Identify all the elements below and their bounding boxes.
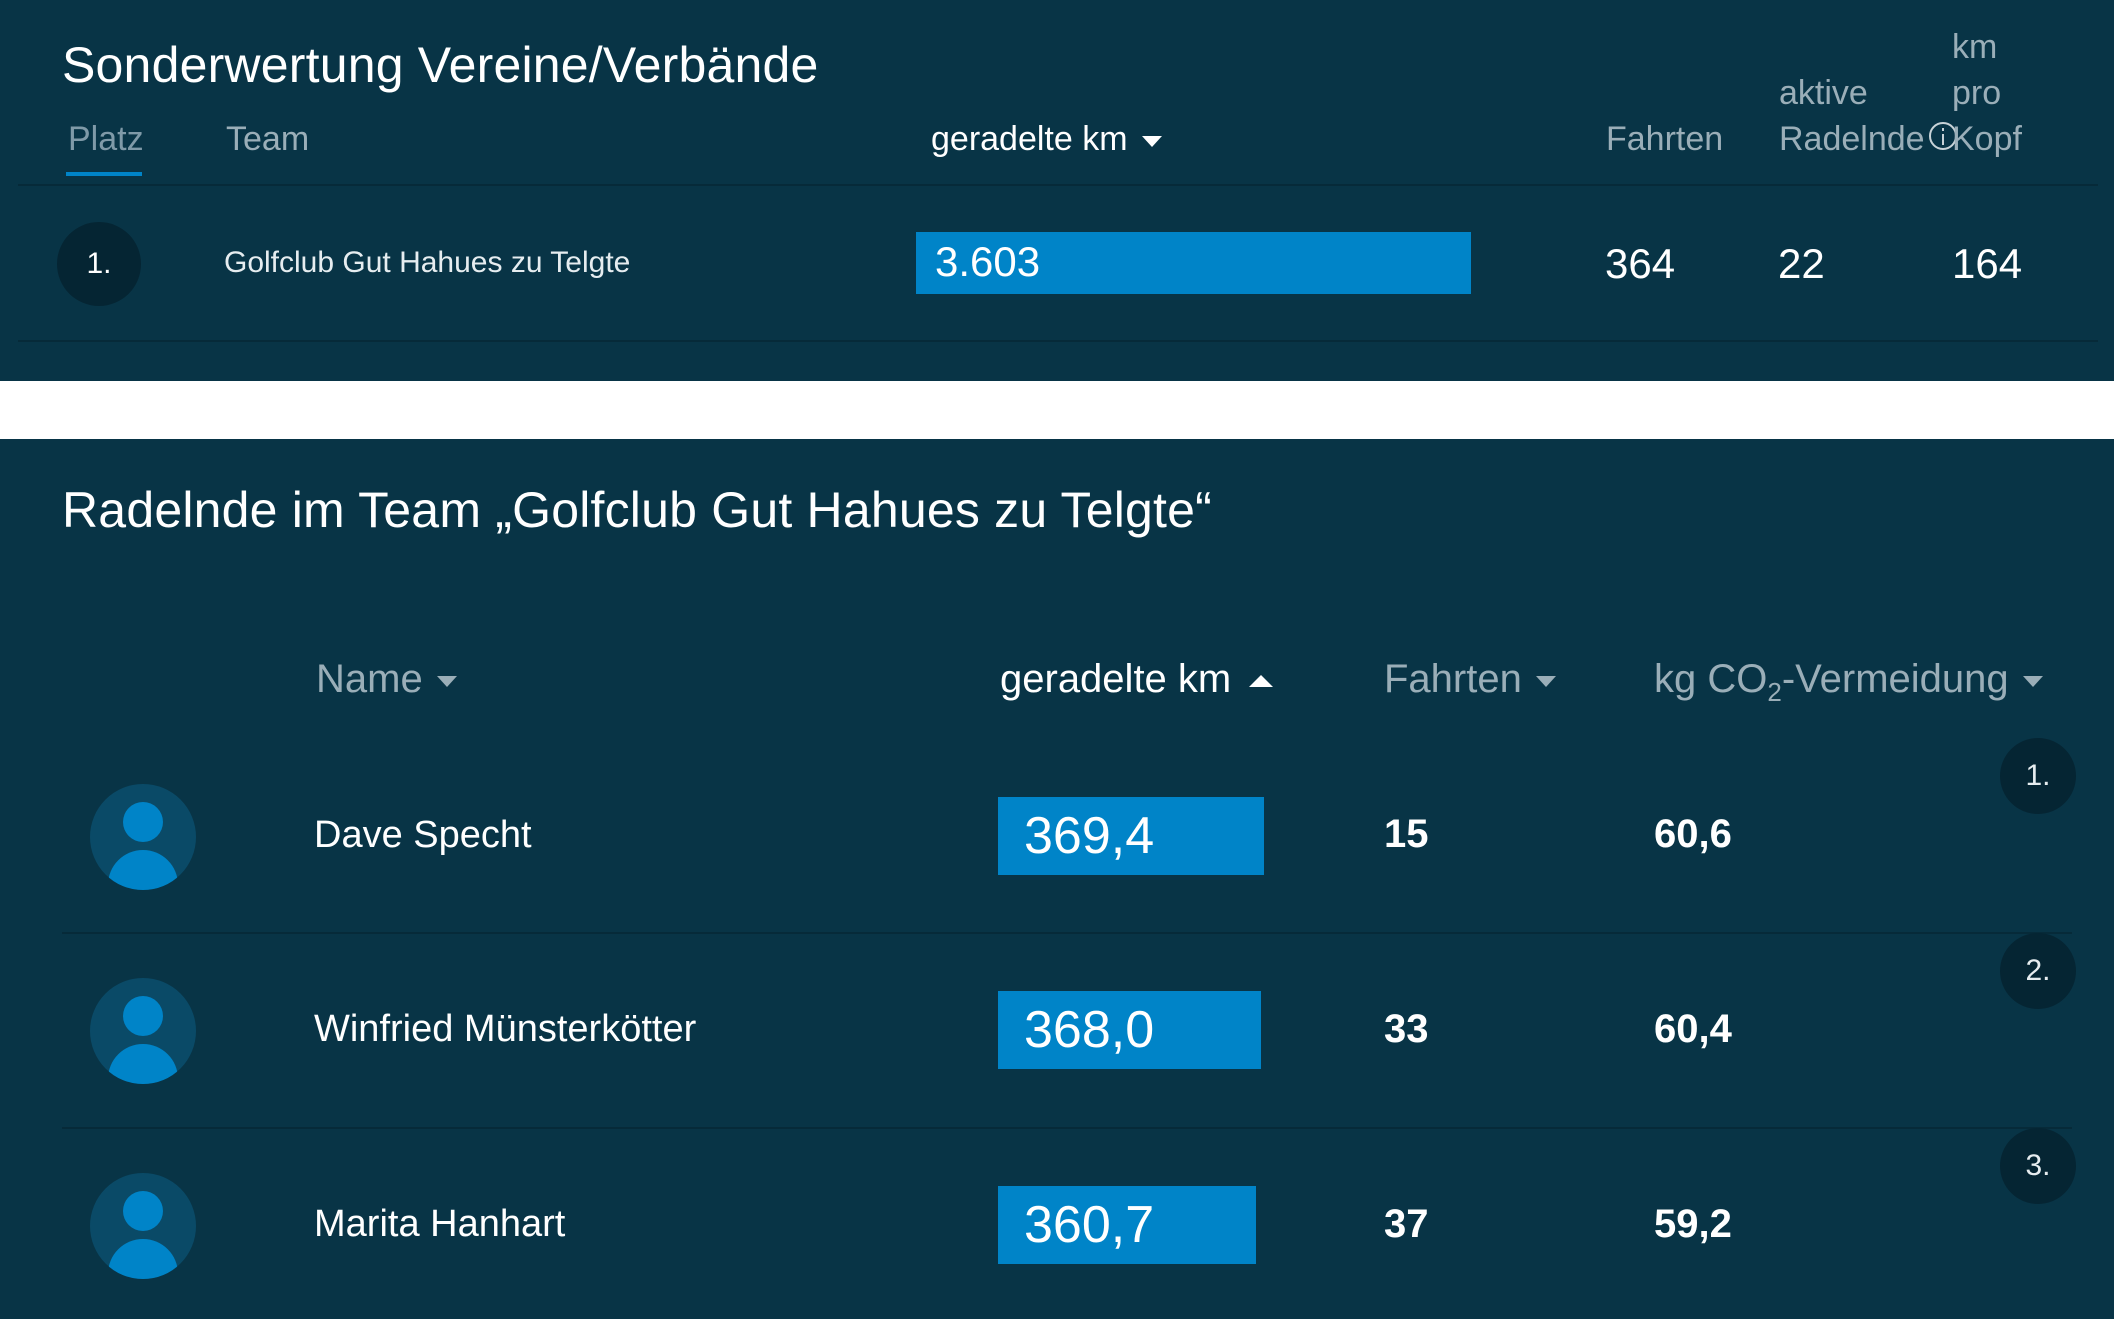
column-header-member-trips-label: Fahrten <box>1384 657 1522 701</box>
member-co2-value: 59,2 <box>1654 1202 1732 1246</box>
row-divider <box>62 932 2072 934</box>
co2-label-prefix: kg CO <box>1654 657 1768 701</box>
user-avatar-icon <box>90 784 196 890</box>
member-km-label: 369,4 <box>1024 807 1155 865</box>
column-header-active-riders[interactable]: aktive Radelnde <box>1779 70 1925 162</box>
km-per-head-line2: pro <box>1952 74 2002 112</box>
info-icon[interactable] <box>1929 122 1957 150</box>
column-header-trips[interactable]: Fahrten <box>1606 120 1724 158</box>
user-avatar-icon <box>90 978 196 1084</box>
km-per-head-line1: km <box>1952 28 1998 66</box>
rank-badge: 1. <box>2000 738 2076 814</box>
column-header-km-per-head[interactable]: km pro Kopf <box>1952 24 2022 162</box>
caret-down-icon <box>1141 135 1162 147</box>
member-trips-value: 37 <box>1384 1202 1429 1246</box>
column-header-km-label: geradelte km <box>931 120 1128 158</box>
column-header-team[interactable]: Team <box>226 120 310 158</box>
row-divider <box>62 1127 2072 1129</box>
column-header-member-km-label: geradelte km <box>1000 657 1232 701</box>
co2-label-subscript: 2 <box>1767 677 1782 707</box>
member-km-bar <box>998 797 1264 875</box>
caret-down-icon <box>436 675 457 687</box>
active-riders-line2: Radelnde <box>1779 120 1925 158</box>
club-ranking-title: Sonderwertung Vereine/Verbände <box>62 37 819 93</box>
trips-value: 364 <box>1605 240 1676 287</box>
member-km-bar <box>998 991 1261 1069</box>
column-header-km[interactable]: geradelte km <box>931 120 1162 159</box>
member-km-bar <box>998 1186 1256 1264</box>
km-per-head-value: 164 <box>1952 240 2023 287</box>
caret-up-icon <box>1249 675 1274 688</box>
member-name[interactable]: Marita Hanhart <box>314 1203 566 1245</box>
rank-tab-underline <box>66 172 142 176</box>
column-header-name[interactable]: Name <box>316 657 457 702</box>
active-riders-value: 22 <box>1778 240 1825 287</box>
member-name[interactable]: Dave Specht <box>314 814 532 856</box>
club-ranking-panel: Sonderwertung Vereine/Verbände Platz Tea… <box>0 0 2114 381</box>
rank-badge: 3. <box>2000 1128 2076 1204</box>
user-avatar-icon <box>90 1173 196 1279</box>
rank-badge: 2. <box>2000 933 2076 1009</box>
team-members-panel: Radelnde im Team „Golfclub Gut Hahues zu… <box>0 439 2114 1319</box>
active-riders-line1: aktive <box>1779 74 1868 112</box>
column-header-name-label: Name <box>316 657 423 701</box>
header-divider <box>18 184 2098 186</box>
column-header-rank[interactable]: Platz <box>68 120 144 158</box>
km-per-head-line3: Kopf <box>1952 120 2022 158</box>
row-divider <box>18 340 2098 342</box>
caret-down-icon <box>2022 675 2043 687</box>
km-bar <box>916 232 1471 294</box>
team-name[interactable]: Golfclub Gut Hahues zu Telgte <box>224 246 631 279</box>
member-km-label: 360,7 <box>1024 1196 1155 1254</box>
member-name[interactable]: Winfried Münsterkötter <box>314 1008 697 1050</box>
member-co2-value: 60,4 <box>1654 1007 1732 1051</box>
column-header-co2[interactable]: kg CO2-Vermeidung <box>1654 657 2043 708</box>
co2-label-suffix: -Vermeidung <box>1781 657 2009 701</box>
member-trips-value: 15 <box>1384 812 1429 856</box>
member-trips-value: 33 <box>1384 1007 1429 1051</box>
column-header-member-trips[interactable]: Fahrten <box>1384 657 1556 702</box>
rank-badge: 1. <box>57 222 141 306</box>
team-members-title: Radelnde im Team „Golfclub Gut Hahues zu… <box>62 482 1213 538</box>
member-km-label: 368,0 <box>1024 1001 1155 1059</box>
caret-down-icon <box>1535 675 1556 687</box>
member-co2-value: 60,6 <box>1654 812 1732 856</box>
km-bar-label: 3.603 <box>935 238 1041 285</box>
column-header-member-km[interactable]: geradelte km <box>1000 657 1274 702</box>
